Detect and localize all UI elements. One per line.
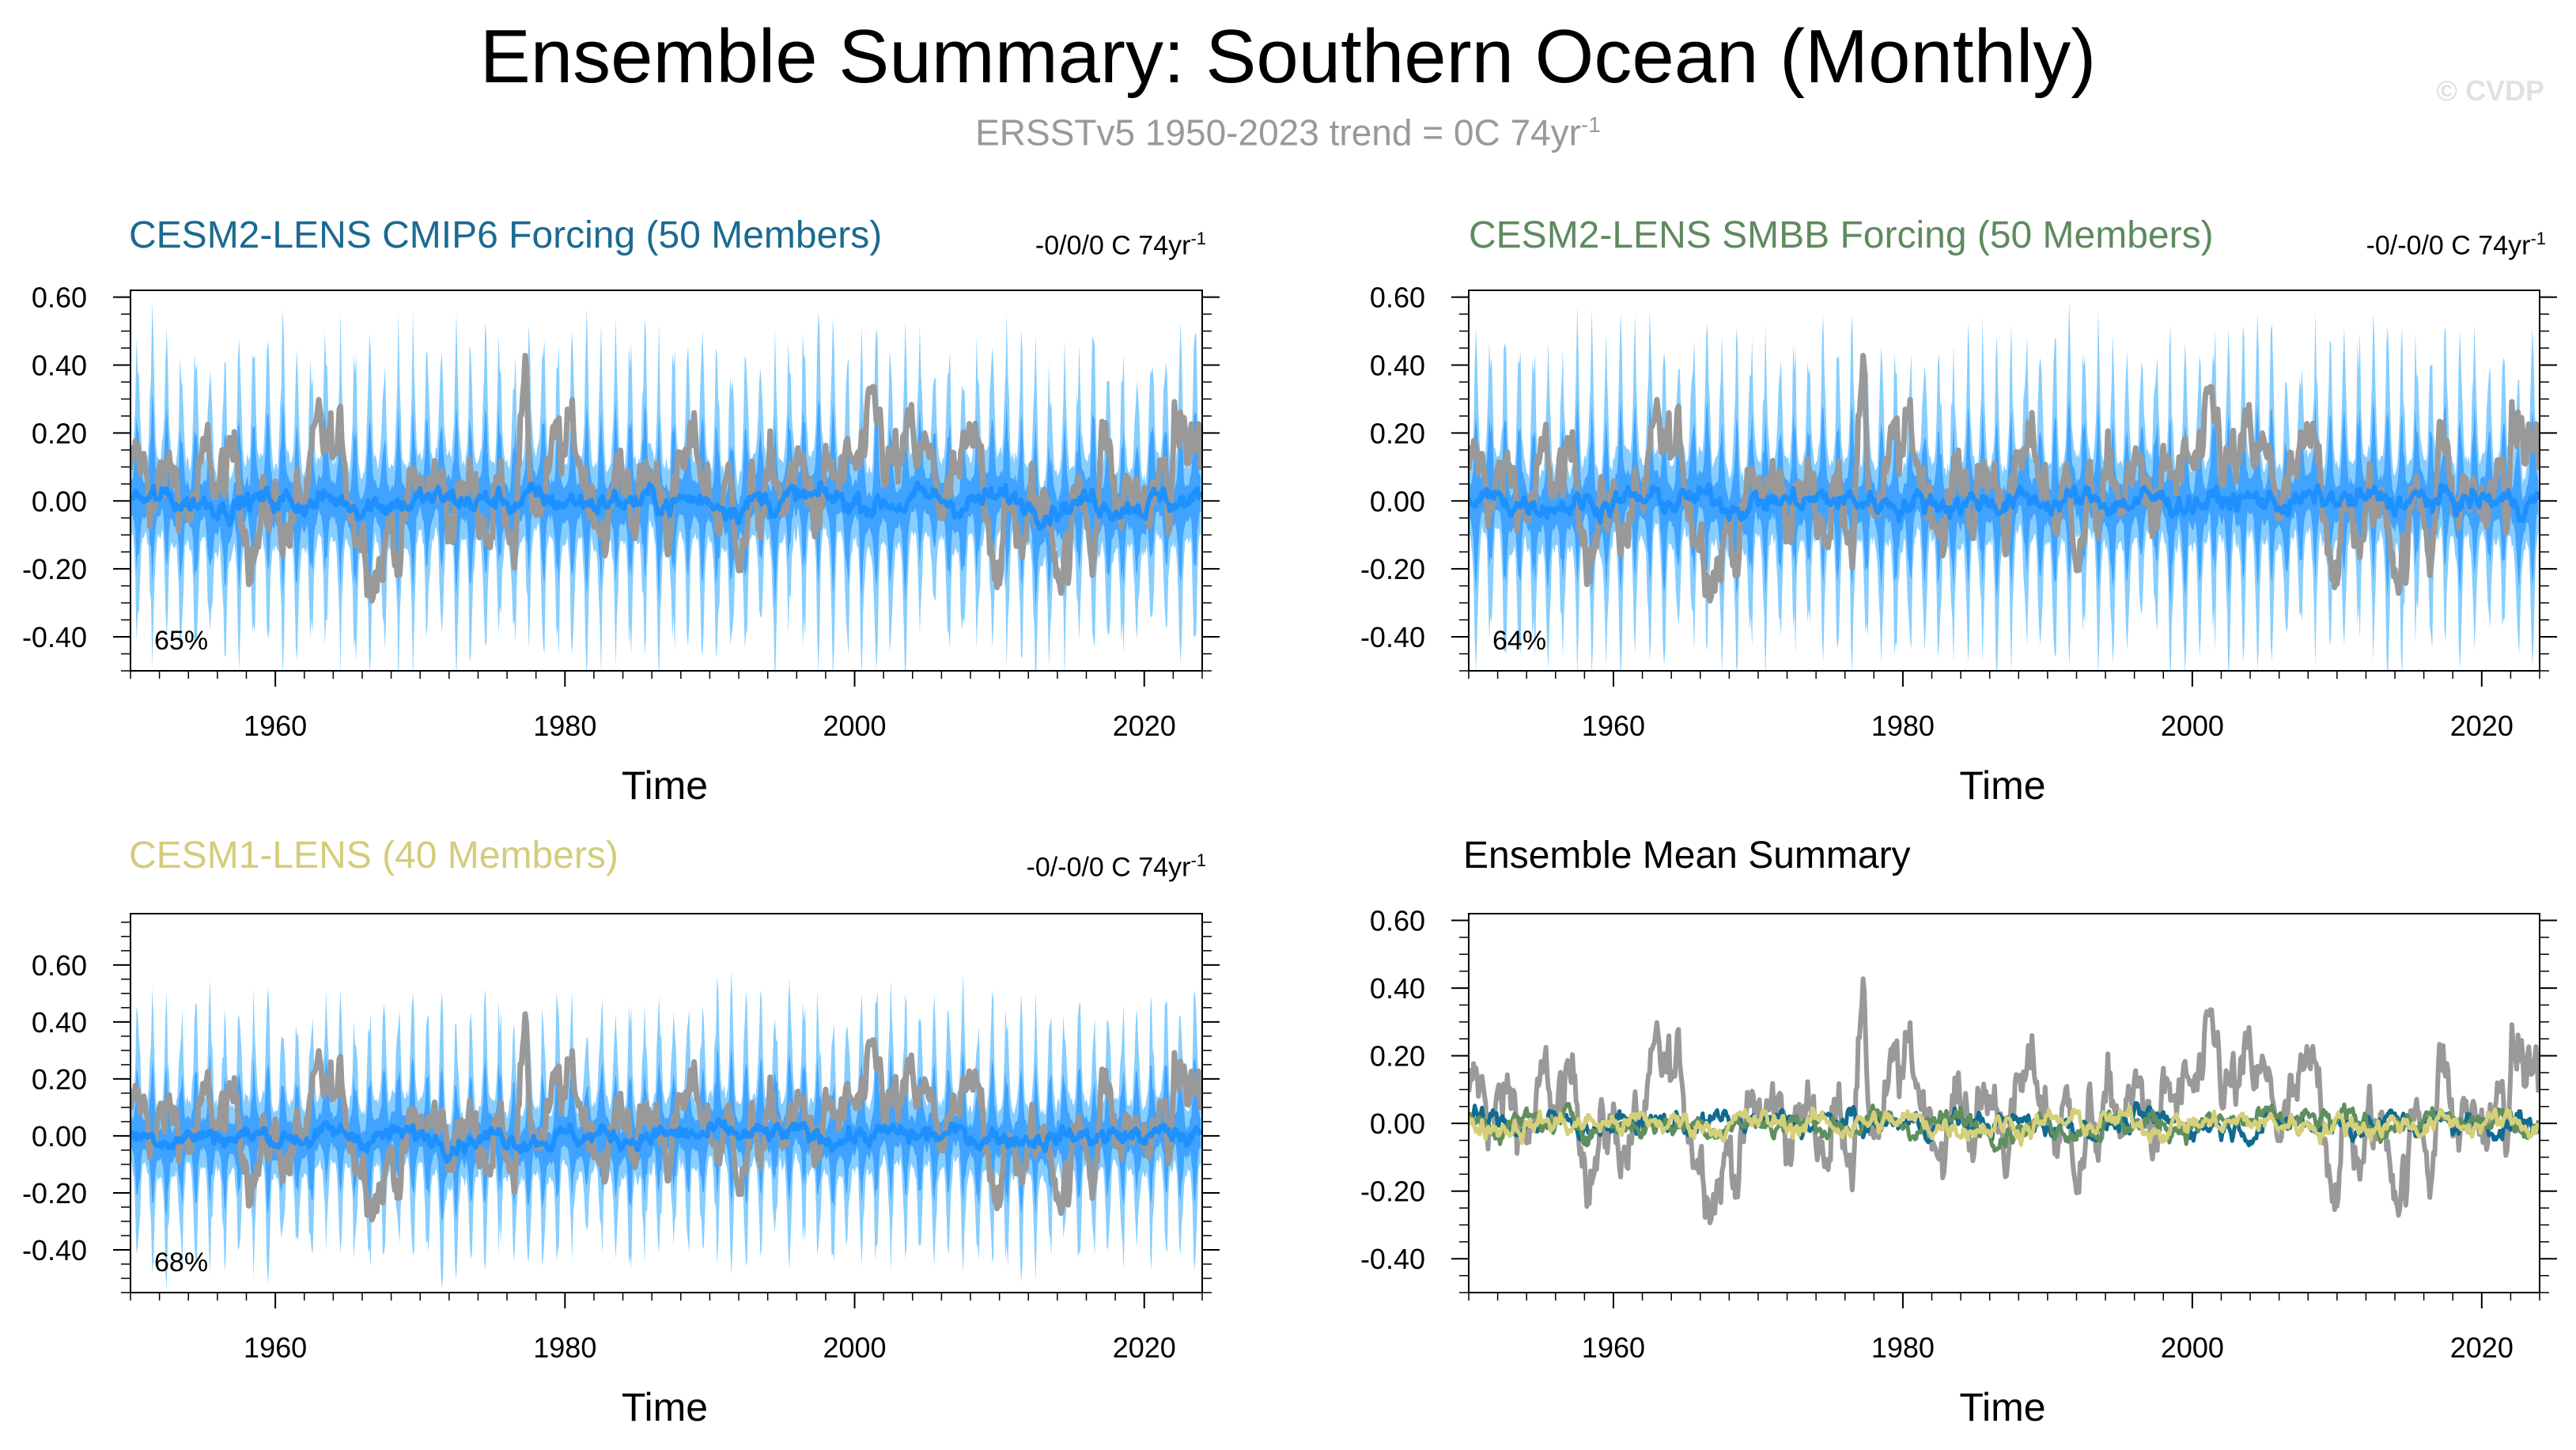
plot-frame xyxy=(1468,913,2540,1293)
x-tick-label: 2000 xyxy=(2161,1331,2224,1364)
y-tick-label: 0.00 xyxy=(1370,1107,1425,1140)
y-tick-label: 0.40 xyxy=(32,349,87,381)
percent-label: 65% xyxy=(154,626,208,656)
observed-line xyxy=(131,1011,1202,1223)
subtitle-text: ERSSTv5 1950-2023 trend = 0C 74yr xyxy=(975,112,1581,153)
x-tick-label: 2000 xyxy=(823,1331,886,1364)
plot-frame xyxy=(1468,290,2540,672)
plot-frame xyxy=(130,913,1203,1293)
x-tick-label: 2000 xyxy=(2161,710,2224,742)
cesm1-mean-line xyxy=(1469,1104,2540,1147)
y-tick-label: 0.20 xyxy=(1370,417,1425,449)
x-tick-label: 1980 xyxy=(533,710,596,742)
y-tick-label: -0.20 xyxy=(1360,1176,1425,1208)
x-axis-label: Time xyxy=(1959,763,2045,808)
y-tick-label: 0.60 xyxy=(32,282,87,314)
x-tick-label: 2020 xyxy=(1113,710,1176,742)
y-tick-label: 0.60 xyxy=(1370,282,1425,314)
observed-line xyxy=(1469,353,2540,604)
y-tick-label: -0.40 xyxy=(1360,621,1425,653)
y-tick-label: 0.00 xyxy=(32,1120,87,1153)
x-tick-label: 1960 xyxy=(244,710,307,742)
plot-frame xyxy=(130,290,1203,672)
x-axis-label: Time xyxy=(1959,1385,2045,1429)
y-tick-label: 0.40 xyxy=(1370,972,1425,1005)
y-tick-label: 0.40 xyxy=(32,1006,87,1039)
observed-line xyxy=(1469,976,2540,1225)
observed-line xyxy=(131,353,1202,604)
panel-2-title: CESM2-LENS SMBB Forcing (50 Members) xyxy=(1469,214,2214,256)
ensemble-mean-line xyxy=(131,479,1202,531)
panel-2-trend-text: -0/-0/0 C 74yr xyxy=(2366,230,2531,261)
x-tick-label: 1960 xyxy=(244,1331,307,1364)
watermark: © CVDP xyxy=(2436,74,2544,107)
y-tick-label: 0.20 xyxy=(32,1063,87,1096)
panel-1-title: CESM2-LENS CMIP6 Forcing (50 Members) xyxy=(129,214,883,256)
x-tick-label: 1960 xyxy=(1582,1331,1645,1364)
y-tick-label: 0.20 xyxy=(1370,1040,1425,1073)
subtitle-superscript: -1 xyxy=(1580,112,1601,137)
page-subtitle: ERSSTv5 1950-2023 trend = 0C 74yr-1 xyxy=(0,101,2576,156)
x-tick-label: 1980 xyxy=(1871,1331,1935,1364)
x-tick-label: 1980 xyxy=(1871,710,1935,742)
panel-4-plot: 0.60 0.40 0.20 0.00 -0.20 -0.40 1960 1980 2000 20… xyxy=(1360,905,2557,1429)
y-tick-label: -0.40 xyxy=(22,621,87,653)
panel-2-trend: -0/-0/0 C 74yr-1 xyxy=(2366,221,2546,263)
y-tick-label: 0.00 xyxy=(32,485,87,517)
y-tick-label: -0.20 xyxy=(1360,553,1425,585)
x-tick-label: 2020 xyxy=(2450,710,2514,742)
panel-1-trend: -0/0/0 C 74yr-1 xyxy=(1035,221,1206,263)
y-tick-label: -0.40 xyxy=(1360,1243,1425,1275)
y-tick-label: 0.60 xyxy=(32,949,87,982)
panel-3-trend: -0/-0/0 C 74yr-1 xyxy=(1027,843,1206,884)
y-tick-label: 0.00 xyxy=(1370,485,1425,517)
x-tick-label: 2000 xyxy=(823,710,886,742)
x-tick-label: 1960 xyxy=(1582,710,1645,742)
panel-2-trend-sup: -1 xyxy=(2530,229,2546,248)
panel-4-title: Ensemble Mean Summary xyxy=(1463,835,1911,876)
panel-1-trend-sup: -1 xyxy=(1190,229,1206,248)
y-tick-label: 0.20 xyxy=(32,417,87,449)
y-tick-label: -0.40 xyxy=(22,1234,87,1266)
x-axis-label: Time xyxy=(622,763,708,808)
ensemble-mean-line xyxy=(1469,482,2540,525)
panel-3-trend-text: -0/-0/0 C 74yr xyxy=(1026,852,1191,883)
panel-3-trend-sup: -1 xyxy=(1190,850,1206,870)
percent-label: 68% xyxy=(154,1247,208,1278)
x-tick-label: 2020 xyxy=(2450,1331,2514,1364)
y-tick-label: 0.60 xyxy=(1370,905,1425,937)
ensemble-mean-line xyxy=(131,1117,1202,1164)
x-tick-label: 2020 xyxy=(1113,1331,1176,1364)
x-axis-label: Time xyxy=(622,1385,708,1429)
panel-1-trend-text: -0/0/0 C 74yr xyxy=(1035,230,1191,261)
percent-label: 64% xyxy=(1492,626,1546,656)
page-title: Ensemble Summary: Southern Ocean (Monthl… xyxy=(479,14,2097,99)
y-tick-label: 0.40 xyxy=(1370,349,1425,381)
y-tick-label: -0.20 xyxy=(22,553,87,585)
panel-3-title: CESM1-LENS (40 Members) xyxy=(129,835,618,876)
panel-3-plot: 0.60 0.40 0.20 0.00 -0.20 -0.40 1960 1980 2000 20… xyxy=(22,913,1220,1429)
x-tick-label: 1980 xyxy=(533,1331,596,1364)
panel-1-plot: 0.60 0.40 0.20 0.00 -0.20 -0.40 1960 1980 2000 20… xyxy=(22,282,1220,808)
y-tick-label: -0.20 xyxy=(22,1177,87,1210)
panel-2-plot: 0.60 0.40 0.20 0.00 -0.20 -0.40 1960 1980 2000 20… xyxy=(1360,282,2557,808)
